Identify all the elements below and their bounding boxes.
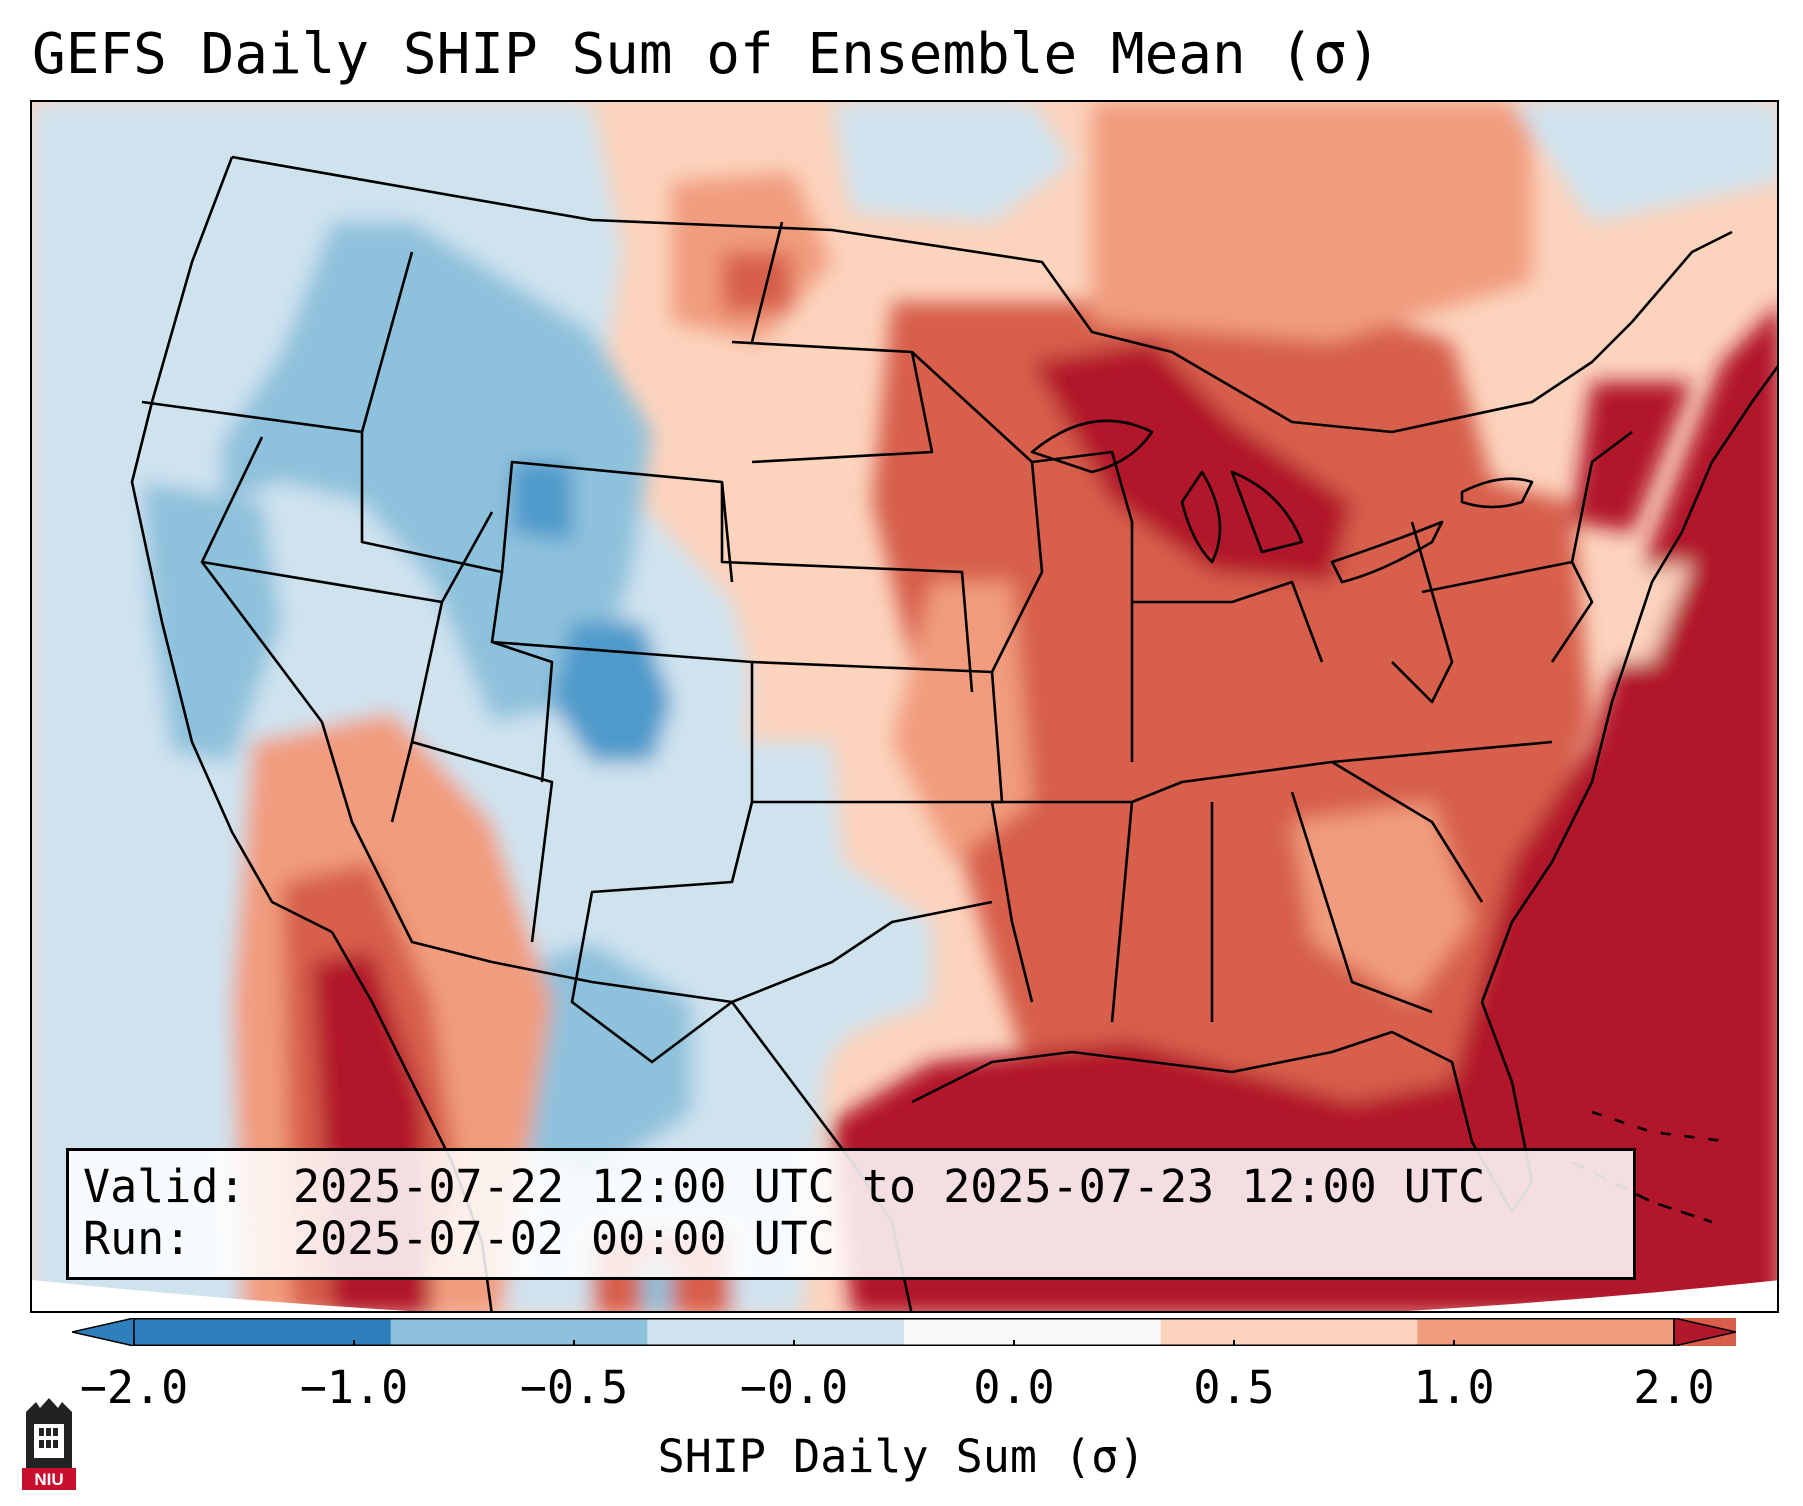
colorbar-tick-label: −2.0 — [79, 1361, 189, 1414]
run-value: 2025-07-02 00:00 UTC — [293, 1212, 835, 1265]
valid-run-info-box: Valid: 2025-07-22 12:00 UTC to 2025-07-23… — [66, 1148, 1636, 1280]
valid-label: Valid: — [83, 1160, 246, 1213]
valid-line: Valid: 2025-07-22 12:00 UTC to 2025-07-23… — [83, 1161, 1619, 1213]
colorbar-segment — [1160, 1318, 1418, 1346]
map-title: GEFS Daily SHIP Sum of Ensemble Mean (σ) — [32, 22, 1381, 87]
anomaly-field — [32, 102, 1777, 1311]
colorbar-segment — [647, 1318, 905, 1346]
colorbar-segment — [134, 1318, 392, 1346]
map-panel — [30, 100, 1779, 1313]
colorbar — [72, 1318, 1736, 1346]
colorbar-extend-low — [72, 1318, 135, 1346]
run-line: Run: 2025-07-02 00:00 UTC — [83, 1213, 1619, 1265]
colorbar-label: SHIP Daily Sum (σ) — [657, 1430, 1146, 1483]
colorbar-segment — [904, 1318, 1162, 1346]
colorbar-tick-label: −1.0 — [299, 1361, 409, 1414]
colorbar-tick-label: −0.5 — [519, 1361, 629, 1414]
colorbar-tick-label: 0.0 — [973, 1361, 1055, 1414]
colorbar-outline — [133, 1318, 1675, 1346]
shaded-map — [32, 102, 1777, 1311]
colorbar-segment — [390, 1318, 648, 1346]
colorbar-svg — [72, 1318, 1736, 1346]
colorbar-segment — [1417, 1318, 1675, 1346]
colorbar-tick-label: 0.5 — [1193, 1361, 1275, 1414]
colorbar-tick-label: 2.0 — [1633, 1361, 1715, 1414]
svg-text:NIU: NIU — [34, 1470, 63, 1489]
run-label: Run: — [83, 1212, 192, 1265]
niu-logo: NIU — [20, 1398, 78, 1490]
colorbar-tick-label: 1.0 — [1413, 1361, 1495, 1414]
projection-edge — [32, 1280, 1777, 1311]
valid-value: 2025-07-22 12:00 UTC to 2025-07-23 12:00… — [293, 1160, 1486, 1213]
niu-tower-icon: NIU — [22, 1398, 76, 1490]
colorbar-tick-label: −0.0 — [739, 1361, 849, 1414]
